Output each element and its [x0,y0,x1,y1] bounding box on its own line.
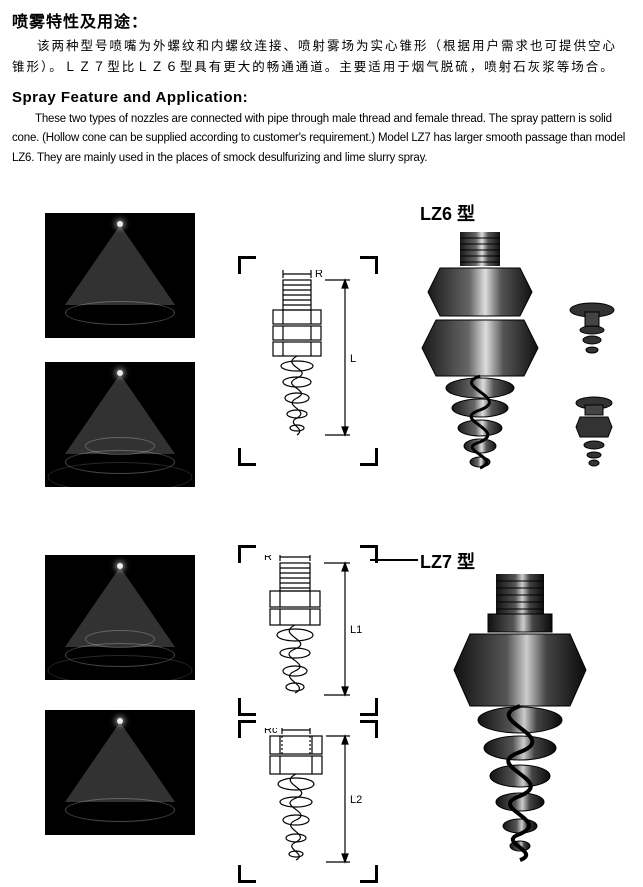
spray-photo [45,213,195,338]
dim-label-L1: L1 [350,624,362,636]
paragraph-en: These two types of nozzles are connected… [0,110,643,169]
product-render-lz6-part-b [570,395,618,475]
dim-label-L2: L2 [350,794,362,806]
label-lz6: LZ6 型 [420,200,475,226]
paragraph-cn: 该两种型号喷嘴为外螺纹和内螺纹连接、喷射雾场为实心锥形（根据用户需求也可提供空心… [0,36,643,79]
spray-photo [45,555,195,680]
product-render-lz6-part-a [565,300,620,365]
line-drawing-lz7-a: R L1 [250,555,370,710]
dim-label-R: R [264,555,272,563]
crop-mark [360,448,378,466]
dim-label-R: R [315,270,323,280]
product-render-lz7 [440,570,600,870]
spray-photo [45,710,195,835]
crop-mark [238,448,256,466]
crop-mark [238,256,256,274]
product-render-lz6 [400,228,560,488]
heading-en: Spray Feature and Application: [0,79,643,110]
line-drawing-lz6: R L [255,270,365,450]
line-drawing-lz7-b: Rc L2 [250,728,370,878]
figure-area: LZ6 型 LZ7 型 [0,200,643,887]
spray-photo [45,362,195,487]
dim-label-L: L [350,353,356,365]
heading-cn: 喷雾特性及用途： [0,0,643,36]
dim-label-Rc: Rc [264,728,278,736]
leader-line [370,550,430,570]
